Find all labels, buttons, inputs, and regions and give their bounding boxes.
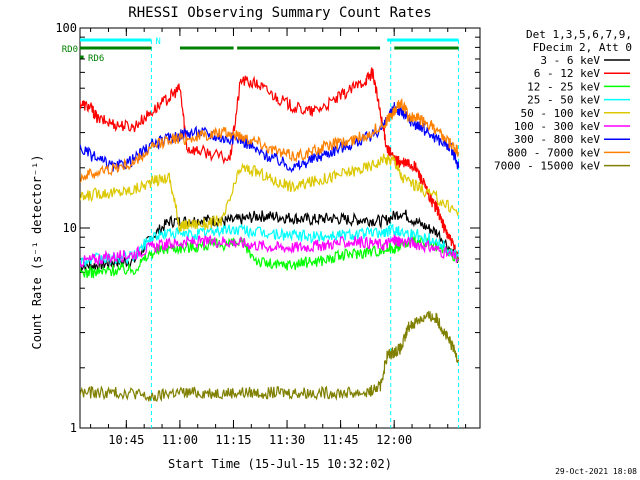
series-line	[80, 209, 460, 273]
legend-label: 25 - 50 keV	[527, 94, 600, 107]
x-tick-label: 12:00	[376, 433, 412, 447]
x-axis-label: Start Time (15-Jul-15 10:32:02)	[168, 457, 392, 471]
x-tick-label: 11:30	[269, 433, 305, 447]
series-line	[80, 98, 460, 183]
legend-label: 800 - 7000 keV	[507, 146, 600, 159]
y-tick-label: 100	[55, 21, 77, 35]
legend-label: 7000 - 15000 keV	[494, 160, 600, 173]
y-axis-label: Count Rate (s⁻¹ detector⁻¹)	[30, 154, 44, 349]
x-tick-label: 11:45	[323, 433, 359, 447]
plot-area: 10:45 11:00 11:15 11:30 11:45 12:00 1 10 100 N RD0…	[55, 21, 481, 447]
series-line	[80, 102, 460, 173]
legend-label: 100 - 300 keV	[514, 120, 600, 133]
series-line	[80, 67, 460, 261]
series-line	[80, 235, 460, 279]
x-tick-label: 11:15	[215, 433, 251, 447]
y-tick-label: 1	[70, 421, 77, 435]
chart-title: RHESSI Observing Summary Count Rates	[128, 5, 431, 21]
series-line	[80, 223, 460, 268]
x-tick-label: 11:00	[162, 433, 198, 447]
legend-header: FDecim 2, Att 0	[533, 41, 632, 54]
y-tick-label: 10	[63, 221, 77, 235]
legend-label: 50 - 100 keV	[521, 107, 601, 120]
plot-timestamp: 29-Oct-2021 18:08	[555, 467, 637, 476]
flag-label: RD0	[62, 45, 78, 55]
legend-label: 300 - 800 keV	[514, 133, 600, 146]
flag-label: N	[155, 37, 160, 47]
legend-header: Det 1,3,5,6,7,9,	[526, 28, 632, 41]
series-line	[80, 153, 460, 233]
legend-label: 3 - 6 keV	[540, 54, 600, 67]
series-line	[80, 234, 460, 269]
flag-label: RD6	[88, 54, 104, 64]
series-line	[80, 310, 460, 403]
x-tick-label: 10:45	[108, 433, 144, 447]
legend-label: 12 - 25 keV	[527, 80, 600, 93]
plot-frame	[79, 27, 481, 429]
legend-label: 6 - 12 keV	[534, 67, 601, 80]
legend: Det 1,3,5,6,7,9,FDecim 2, Att 03 - 6 keV…	[494, 28, 632, 173]
